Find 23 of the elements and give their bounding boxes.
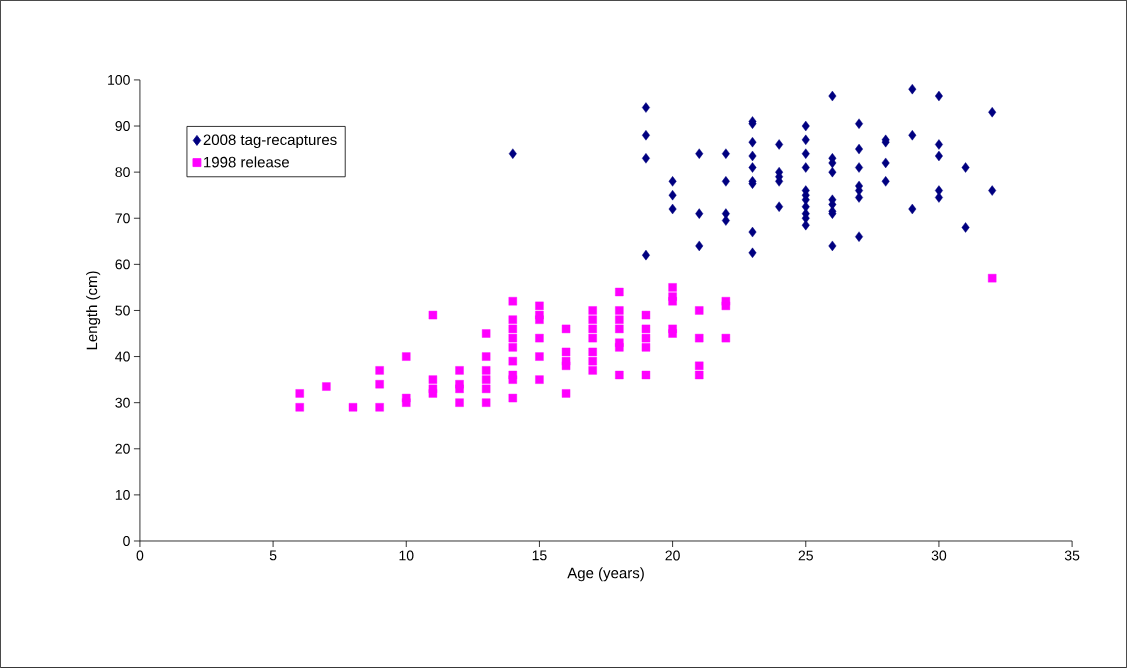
x-tick-label: 5 <box>269 550 277 561</box>
y-tick-label: 10 <box>115 489 130 500</box>
x-tick-label: 25 <box>798 550 813 561</box>
x-axis-title: Age (years) <box>567 567 644 582</box>
y-tick-label: 20 <box>115 443 130 454</box>
y-tick-label: 80 <box>115 167 130 178</box>
legend-label: 1998 release <box>204 156 289 168</box>
y-tick-label: 50 <box>115 305 130 316</box>
y-tick-label: 60 <box>115 259 130 270</box>
x-tick-label: 30 <box>931 550 947 561</box>
x-tick-label: 20 <box>665 550 680 561</box>
y-tick-label: 30 <box>115 397 130 408</box>
y-axis-title: Length (cm) <box>86 271 101 350</box>
y-tick-label: 40 <box>115 351 130 362</box>
x-tick-label: 35 <box>1064 550 1080 561</box>
legend-label: 2008 tag-recaptures <box>203 134 337 149</box>
y-tick-label: 0 <box>123 536 130 546</box>
y-tick-label: 90 <box>115 121 130 132</box>
y-tick-label: 100 <box>108 74 130 85</box>
x-tick-label: 0 <box>136 550 144 561</box>
x-tick-label: 15 <box>532 550 547 561</box>
x-tick-label: 10 <box>399 550 414 561</box>
y-tick-label: 70 <box>115 213 130 224</box>
